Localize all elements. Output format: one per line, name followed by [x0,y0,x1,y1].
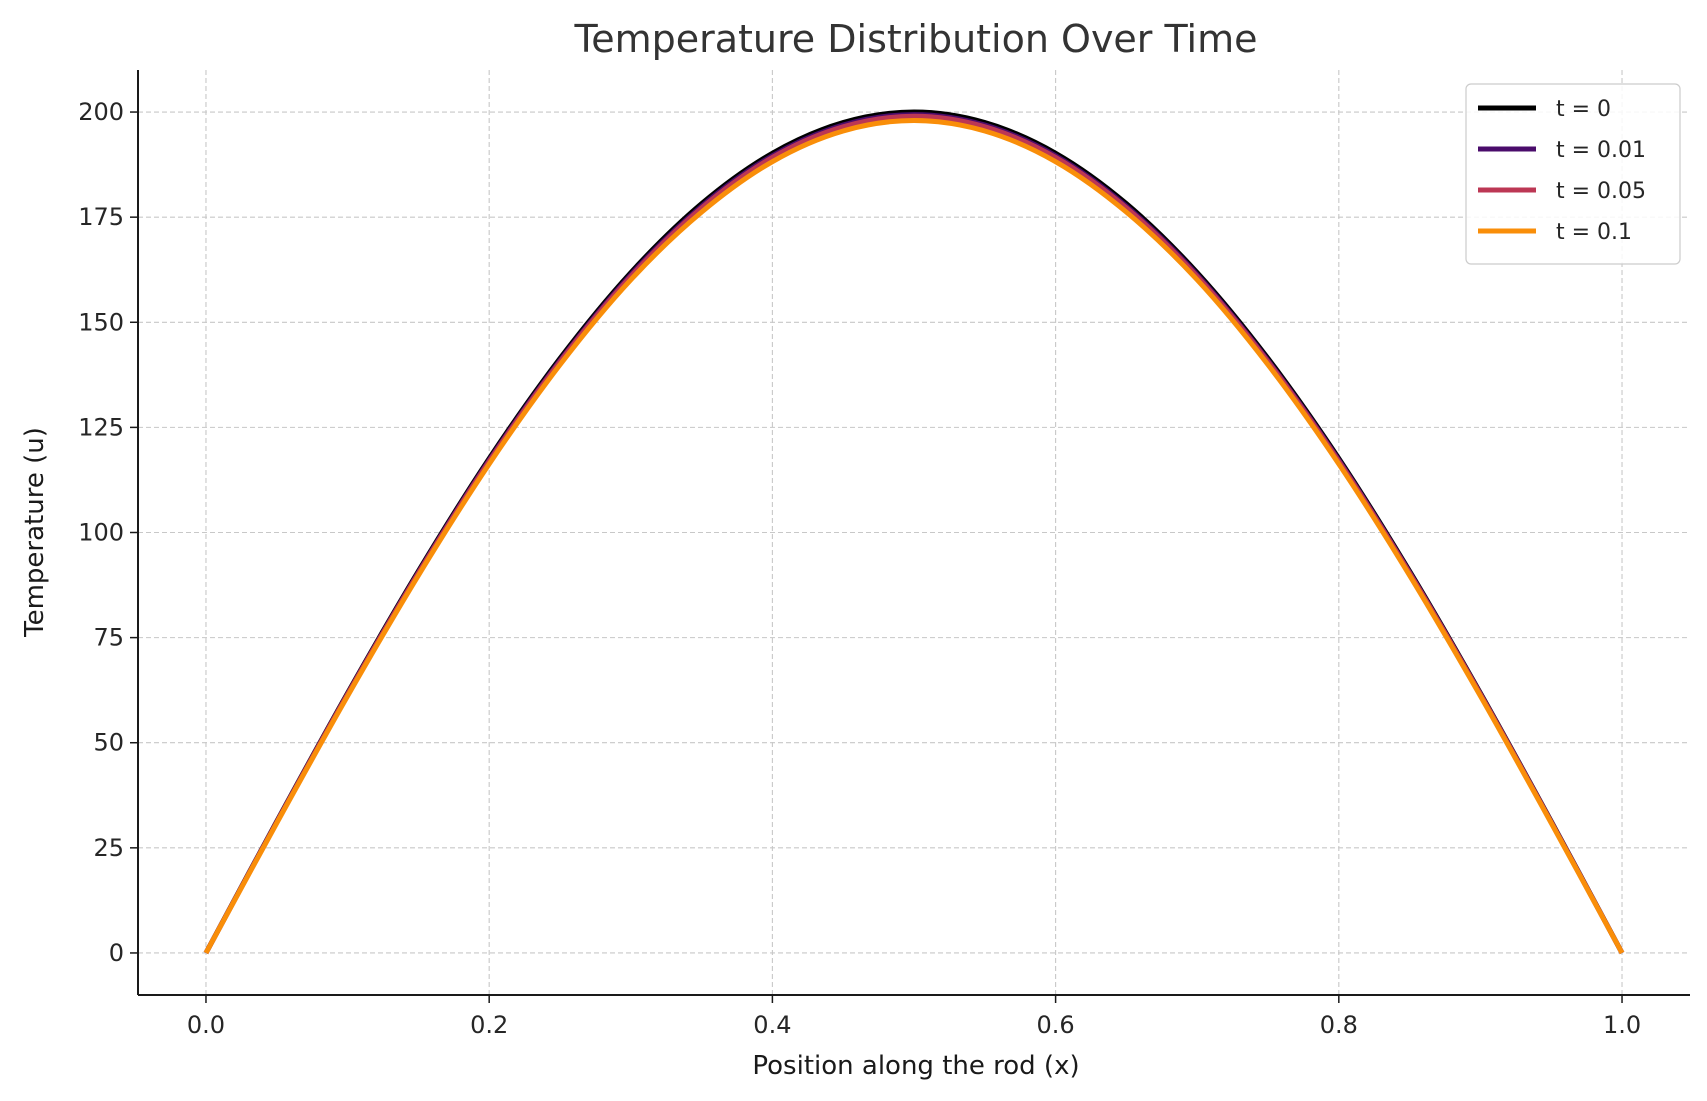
x-axis-ticks: 0.0 0.2 0.4 0.6 0.8 1.0 [187,995,1641,1039]
legend-label: t = 0.05 [1556,179,1646,204]
legend-label: t = 0.01 [1556,138,1646,163]
series-line-3 [203,117,1625,955]
y-tick-label: 150 [78,308,124,336]
x-tick-label: 0.8 [1320,1011,1358,1039]
x-tick-label: 1.0 [1603,1011,1641,1039]
x-tick-label: 0.4 [753,1011,791,1039]
series-line-1 [203,112,1625,955]
y-tick-label: 50 [93,729,124,757]
y-tick-label: 75 [93,624,124,652]
series-line-2 [203,113,1625,955]
y-axis-label: Temperature (u) [20,427,50,638]
legend-box [1465,83,1681,265]
legend: t = 0 t = 0.01 t = 0.05 t = 0.1 [1465,83,1681,265]
legend-label: t = 0.1 [1556,220,1632,245]
y-tick-label: 175 [78,203,124,231]
series-lines [203,109,1625,955]
y-tick-label: 100 [78,519,124,547]
chart-title: Temperature Distribution Over Time [573,17,1257,61]
x-axis-label: Position along the rod (x) [752,1051,1079,1081]
y-axis-ticks: 0 25 50 75 100 125 150 175 200 [78,98,138,967]
y-tick-label: 0 [109,939,124,967]
y-tick-label: 125 [78,413,124,441]
y-tick-label: 200 [78,98,124,126]
x-tick-label: 0.2 [470,1011,508,1039]
x-tick-label: 0.6 [1037,1011,1075,1039]
legend-label: t = 0 [1556,97,1611,122]
grid [138,70,1690,995]
x-tick-label: 0.0 [187,1011,225,1039]
y-tick-label: 25 [93,834,124,862]
